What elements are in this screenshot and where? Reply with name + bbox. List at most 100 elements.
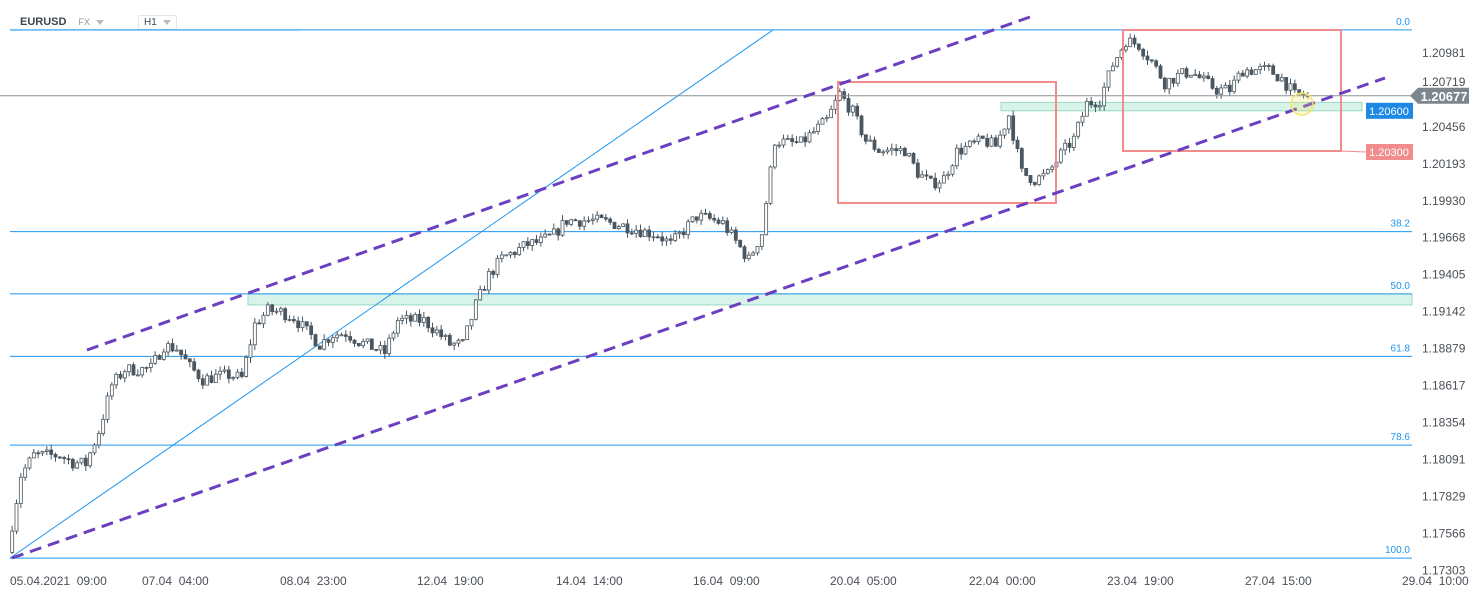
candle <box>209 375 214 383</box>
candle <box>261 314 266 325</box>
candle <box>1284 77 1289 91</box>
candle <box>456 339 461 344</box>
x-axis-tick: 08.04 23:00 <box>280 574 347 588</box>
x-axis-tick: 22.04 00:00 <box>969 574 1036 588</box>
candle <box>1206 75 1211 79</box>
candle <box>1279 77 1284 82</box>
y-axis-tick: 1.18091 <box>1422 452 1466 466</box>
candle <box>790 138 795 142</box>
candle <box>920 174 925 178</box>
candle <box>816 123 821 132</box>
candle <box>14 503 19 532</box>
candle <box>322 339 327 350</box>
candle <box>408 315 413 322</box>
candle <box>772 144 777 168</box>
candle <box>577 220 582 227</box>
candle <box>634 229 639 234</box>
candle <box>989 137 994 147</box>
candle <box>218 370 223 375</box>
candle <box>465 325 470 340</box>
candle <box>612 221 617 229</box>
candle <box>118 373 123 379</box>
candle <box>53 454 58 458</box>
candle <box>638 229 643 237</box>
candle <box>677 231 682 235</box>
candle <box>590 218 595 221</box>
x-axis-tick: 14.04 14:00 <box>556 574 623 588</box>
candle <box>213 373 218 383</box>
candle <box>1197 74 1202 79</box>
candle <box>482 288 487 291</box>
candle <box>434 329 439 334</box>
candle <box>582 220 587 227</box>
candle <box>686 221 691 236</box>
candle <box>1102 86 1107 107</box>
candle <box>157 355 162 360</box>
candle <box>733 229 738 241</box>
candle <box>478 288 483 301</box>
candle <box>963 145 968 155</box>
candle <box>1262 65 1267 67</box>
candle <box>335 334 340 339</box>
candle <box>560 220 565 236</box>
candle <box>586 219 591 222</box>
candle <box>1236 72 1241 81</box>
candle <box>768 166 773 204</box>
candle <box>911 152 916 164</box>
highlight-circle <box>1290 92 1314 116</box>
support-price-tag <box>1366 102 1413 119</box>
candle <box>36 452 41 455</box>
candle <box>274 310 279 313</box>
timeframe-select[interactable]: H1 <box>137 14 177 30</box>
candle <box>309 325 314 335</box>
candle <box>382 345 387 354</box>
candle <box>673 233 678 241</box>
candle <box>785 138 790 140</box>
candle <box>291 319 296 322</box>
candle <box>794 141 799 143</box>
candle <box>57 456 62 459</box>
candle <box>547 233 552 236</box>
candle <box>127 364 132 373</box>
candle <box>44 449 49 452</box>
candle <box>62 457 67 460</box>
candle <box>83 457 88 467</box>
candle <box>179 349 184 356</box>
candle <box>170 343 175 352</box>
candle <box>1076 121 1081 137</box>
candle <box>894 148 899 152</box>
candle <box>313 334 318 347</box>
candle <box>374 349 379 351</box>
candle <box>872 139 877 150</box>
candle <box>889 148 894 151</box>
candle <box>1162 77 1167 90</box>
candle <box>690 216 695 223</box>
candle <box>746 254 751 260</box>
candle <box>105 395 110 420</box>
candle <box>993 137 998 147</box>
candle <box>365 338 370 342</box>
candle <box>573 219 578 222</box>
candle <box>703 212 708 215</box>
candle <box>135 374 140 377</box>
candle <box>1188 74 1193 78</box>
symbol-label[interactable]: EURUSD <box>20 16 67 28</box>
candle <box>980 135 985 139</box>
candle <box>556 228 561 236</box>
candle <box>764 203 769 236</box>
candle <box>595 214 600 220</box>
candle <box>1141 48 1146 57</box>
candle <box>153 355 158 364</box>
fib-level-label: 0.0 <box>1396 17 1410 28</box>
candle <box>1084 100 1089 117</box>
market-dropdown-icon[interactable] <box>95 19 104 25</box>
candle <box>174 349 179 352</box>
candle <box>976 135 981 142</box>
candle <box>950 165 955 175</box>
candle <box>226 369 231 379</box>
candle <box>781 138 786 146</box>
candle <box>898 147 903 152</box>
chart-header: EURUSD FX H1 <box>20 14 177 30</box>
candle <box>517 247 522 256</box>
